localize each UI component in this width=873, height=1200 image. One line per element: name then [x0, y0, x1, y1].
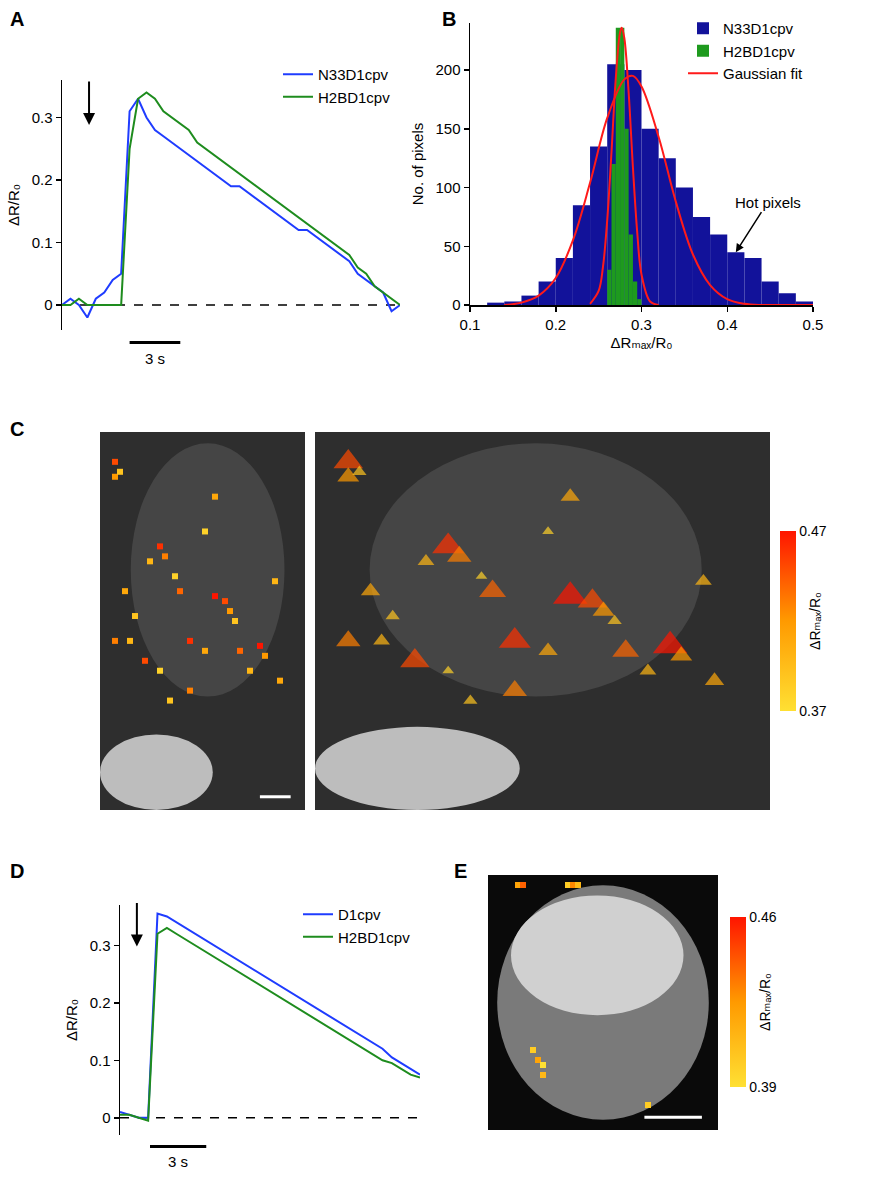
- svg-text:H2BD1cpv: H2BD1cpv: [723, 43, 795, 60]
- svg-text:N33D1cpv: N33D1cpv: [723, 20, 794, 37]
- svg-text:0.3: 0.3: [32, 109, 53, 126]
- svg-text:50: 50: [444, 238, 461, 255]
- svg-text:0: 0: [102, 1109, 110, 1126]
- svg-text:0.1: 0.1: [32, 234, 53, 251]
- svg-text:0.46: 0.46: [749, 909, 776, 925]
- svg-text:H2BD1cpv: H2BD1cpv: [338, 929, 410, 946]
- svg-text:0.39: 0.39: [749, 1079, 776, 1095]
- svg-text:0: 0: [44, 296, 52, 313]
- svg-text:0: 0: [452, 296, 460, 313]
- svg-text:ΔR/R₀: ΔR/R₀: [5, 184, 22, 226]
- svg-text:150: 150: [435, 120, 460, 137]
- svg-text:ΔRₘₐₓ/R₀: ΔRₘₐₓ/R₀: [807, 592, 823, 650]
- svg-text:0.4: 0.4: [717, 316, 738, 333]
- svg-text:Hot pixels: Hot pixels: [735, 194, 801, 211]
- svg-text:E: E: [454, 860, 467, 882]
- svg-text:ΔR/R₀: ΔR/R₀: [63, 999, 80, 1041]
- svg-text:D1cpv: D1cpv: [338, 906, 381, 923]
- svg-text:A: A: [10, 8, 24, 30]
- svg-text:3 s: 3 s: [168, 1153, 188, 1170]
- svg-text:200: 200: [435, 61, 460, 78]
- svg-text:0.2: 0.2: [545, 316, 566, 333]
- svg-text:0.1: 0.1: [460, 316, 481, 333]
- svg-text:B: B: [442, 8, 456, 30]
- svg-text:ΔRₘₐₓ/R₀: ΔRₘₐₓ/R₀: [611, 334, 673, 351]
- svg-text:D: D: [10, 860, 24, 882]
- svg-text:0.2: 0.2: [90, 994, 111, 1011]
- svg-text:0.3: 0.3: [90, 937, 111, 954]
- svg-text:0.1: 0.1: [90, 1052, 111, 1069]
- svg-text:Gaussian fit: Gaussian fit: [723, 65, 803, 82]
- svg-text:0.2: 0.2: [32, 171, 53, 188]
- svg-text:ΔRₘₐₓ/R₀: ΔRₘₐₓ/R₀: [757, 973, 773, 1031]
- svg-text:100: 100: [435, 179, 460, 196]
- svg-text:No. of pixels: No. of pixels: [409, 123, 426, 206]
- svg-text:H2BD1cpv: H2BD1cpv: [318, 89, 390, 106]
- svg-text:C: C: [10, 418, 24, 440]
- svg-text:3 s: 3 s: [145, 350, 165, 367]
- svg-text:N33D1cpv: N33D1cpv: [318, 66, 389, 83]
- svg-text:0.3: 0.3: [631, 316, 652, 333]
- svg-text:0.47: 0.47: [799, 523, 826, 539]
- svg-text:0.5: 0.5: [803, 316, 824, 333]
- svg-text:0.37: 0.37: [799, 703, 826, 719]
